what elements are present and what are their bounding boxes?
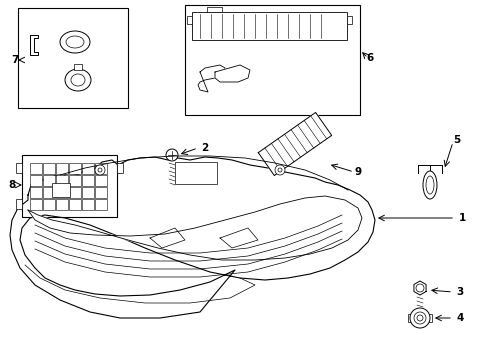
- Bar: [175, 162, 217, 184]
- Text: 8: 8: [8, 180, 16, 190]
- Text: 5: 5: [453, 135, 461, 145]
- Circle shape: [410, 308, 430, 328]
- Ellipse shape: [60, 31, 90, 53]
- Bar: [82, 187, 94, 198]
- Bar: [95, 199, 107, 210]
- Bar: [16, 199, 22, 209]
- Bar: [192, 12, 347, 40]
- Text: 4: 4: [456, 313, 464, 323]
- Bar: [185, 5, 360, 115]
- Bar: [69, 163, 81, 174]
- Circle shape: [417, 315, 423, 321]
- Bar: [69, 175, 81, 186]
- Bar: [95, 163, 107, 174]
- Bar: [117, 163, 123, 173]
- Bar: [30, 199, 42, 210]
- Text: 6: 6: [367, 53, 374, 63]
- Bar: [69, 187, 81, 198]
- Circle shape: [95, 165, 105, 175]
- Ellipse shape: [423, 171, 437, 199]
- Bar: [30, 187, 42, 198]
- Bar: [95, 175, 107, 186]
- Bar: [43, 175, 55, 186]
- Bar: [18, 8, 128, 108]
- Bar: [56, 187, 68, 198]
- Polygon shape: [258, 112, 332, 176]
- Text: 1: 1: [458, 213, 466, 223]
- Bar: [43, 187, 55, 198]
- Bar: [408, 314, 432, 322]
- Text: 9: 9: [354, 167, 362, 177]
- Circle shape: [166, 149, 178, 161]
- Bar: [56, 199, 68, 210]
- Bar: [69, 199, 81, 210]
- Bar: [95, 187, 107, 198]
- Bar: [22, 155, 117, 217]
- Bar: [187, 16, 192, 24]
- Bar: [82, 163, 94, 174]
- Bar: [347, 16, 352, 24]
- Text: 2: 2: [201, 143, 209, 153]
- Text: 3: 3: [456, 287, 464, 297]
- Circle shape: [98, 168, 102, 172]
- Circle shape: [416, 284, 424, 292]
- Bar: [30, 163, 42, 174]
- Ellipse shape: [65, 69, 91, 91]
- Bar: [30, 175, 42, 186]
- Bar: [56, 163, 68, 174]
- Ellipse shape: [71, 74, 85, 86]
- Bar: [56, 175, 68, 186]
- Circle shape: [414, 312, 426, 324]
- Circle shape: [278, 168, 282, 172]
- Bar: [43, 163, 55, 174]
- Bar: [16, 163, 22, 173]
- Bar: [52, 183, 70, 197]
- Circle shape: [275, 165, 285, 175]
- Bar: [74, 64, 82, 70]
- Bar: [43, 199, 55, 210]
- Polygon shape: [10, 157, 375, 318]
- Polygon shape: [198, 65, 225, 92]
- Text: 7: 7: [11, 55, 19, 65]
- Ellipse shape: [66, 36, 84, 48]
- Ellipse shape: [426, 176, 434, 194]
- Polygon shape: [28, 196, 362, 260]
- Bar: [82, 175, 94, 186]
- Bar: [82, 199, 94, 210]
- Polygon shape: [215, 65, 250, 82]
